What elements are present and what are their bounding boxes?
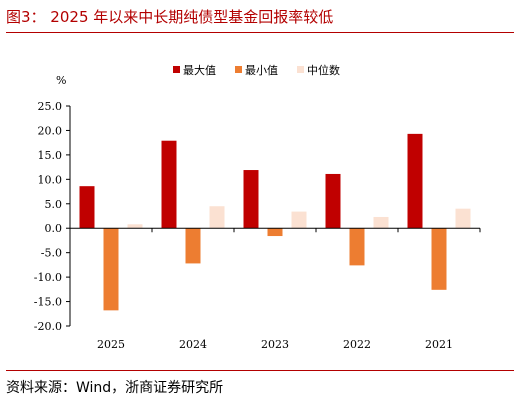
y-tick-label: -20.0	[34, 320, 62, 333]
x-tick-label: 2024	[179, 338, 207, 351]
source-note: 资料来源：Wind，浙商证券研究所	[6, 380, 224, 396]
bars	[79, 133, 471, 311]
title-bar: 图3： 2025 年以来中长期纯债型基金回报率较低	[6, 4, 514, 33]
bar-1	[325, 173, 341, 229]
legend-swatch	[235, 66, 242, 73]
bar-3	[291, 211, 307, 229]
bar-3	[127, 224, 143, 229]
y-tick-label: 0.0	[45, 222, 63, 235]
bar-1	[79, 186, 95, 229]
chart-title: 图3： 2025 年以来中长期纯债型基金回报率较低	[6, 8, 334, 26]
bar-2	[349, 228, 365, 266]
bar-2	[267, 228, 283, 237]
y-unit-label: %	[56, 74, 66, 87]
y-tick-label: -15.0	[34, 296, 62, 309]
y-tick-label: 5.0	[45, 198, 63, 211]
y-tick-label: 10.0	[38, 173, 63, 186]
y-tick-label: -5.0	[41, 247, 62, 260]
footer-bar: 资料来源：Wind，浙商证券研究所	[6, 370, 514, 401]
y-tick-label: 25.0	[38, 100, 63, 113]
legend-label: 中位数	[307, 63, 340, 77]
x-tick-label: 2021	[425, 338, 453, 351]
bar-1	[161, 140, 177, 229]
bar-3	[373, 216, 389, 229]
legend-swatch	[173, 66, 180, 73]
legend-label: 最大值	[183, 63, 216, 77]
bar-3	[455, 208, 471, 229]
x-axis: 2025 2024 2023 2022 2021	[69, 227, 481, 351]
y-tick-label: -10.0	[34, 271, 62, 284]
legend-label: 最小值	[245, 64, 278, 77]
bar-2	[431, 228, 447, 290]
legend: 最大值 最小值 中位数	[173, 63, 340, 77]
x-tick-label: 2022	[343, 338, 371, 351]
bar-1	[407, 133, 423, 229]
bar-2	[103, 228, 119, 311]
x-tick-label: 2023	[261, 338, 289, 351]
bar-1	[243, 170, 259, 229]
y-tick-label: 20.0	[38, 124, 63, 137]
y-tick-label: 15.0	[38, 149, 63, 162]
y-axis: -20.0 -15.0 -10.0 -5.0 0.0 5.0 10.0 15.0 20.0 25.…	[34, 100, 71, 333]
bar-chart: 最大值 最小值 中位数 % -20.0 -15.0 -10.0 -5.0 0.0 5.0 10.…	[34, 63, 481, 351]
legend-swatch	[297, 66, 304, 73]
bar-2	[185, 228, 201, 264]
bar-3	[209, 206, 225, 229]
x-tick-label: 2025	[97, 338, 125, 351]
